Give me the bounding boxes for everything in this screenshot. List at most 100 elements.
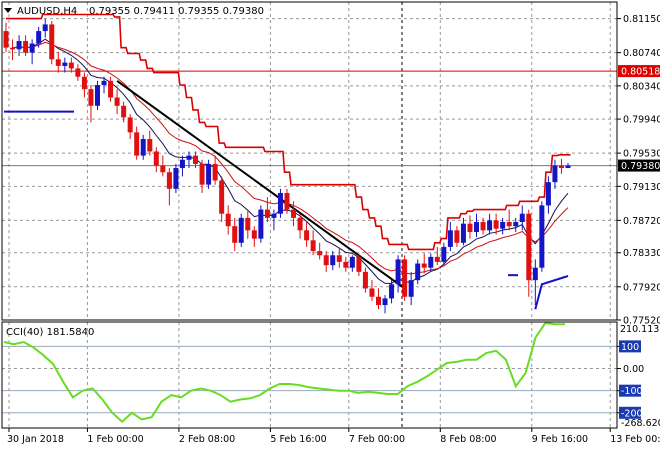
candle-body bbox=[480, 222, 486, 231]
candle-body bbox=[3, 31, 9, 48]
candle-body bbox=[362, 271, 368, 289]
candle-body bbox=[441, 246, 447, 262]
candle-body bbox=[434, 256, 440, 262]
candle-body bbox=[526, 213, 532, 281]
candle-body bbox=[121, 105, 127, 118]
price-tick-label: 0.77920 bbox=[623, 282, 660, 293]
moving-average-slow bbox=[12, 41, 569, 275]
candle-body bbox=[186, 155, 192, 160]
dropdown-triangle-icon[interactable] bbox=[4, 8, 12, 13]
cci-label: CCI(40) 181.5840 bbox=[6, 327, 94, 338]
candle-body bbox=[421, 263, 427, 268]
resistance-label: 0.80518 bbox=[621, 67, 660, 78]
candle-body bbox=[395, 259, 401, 285]
candle-body bbox=[506, 222, 512, 227]
candle-body bbox=[42, 24, 48, 32]
candle-body bbox=[500, 222, 506, 229]
indicator-pane-frame bbox=[1, 321, 618, 429]
cci-level-label: 0.00 bbox=[623, 364, 644, 375]
candle-body bbox=[245, 217, 251, 231]
cci-level-badge bbox=[619, 384, 641, 397]
candle-body bbox=[460, 223, 466, 243]
time-tick-label: 2 Feb 08:00 bbox=[179, 434, 235, 445]
candle-body bbox=[487, 220, 493, 231]
candle-body bbox=[532, 267, 538, 281]
cci-level-badge bbox=[619, 406, 641, 419]
candle-body bbox=[382, 298, 388, 306]
candle-body bbox=[206, 163, 212, 185]
candle-body bbox=[284, 192, 290, 210]
chart-overlays bbox=[2, 13, 617, 310]
candle-body bbox=[199, 163, 205, 185]
current-price-label: 0.79380 bbox=[621, 161, 660, 172]
candle-body bbox=[179, 159, 185, 169]
candle-body bbox=[166, 172, 172, 189]
candle-body bbox=[323, 255, 329, 266]
candle-body bbox=[94, 85, 100, 106]
candle-body bbox=[277, 192, 283, 214]
candle-body bbox=[343, 261, 349, 268]
candle-body bbox=[88, 89, 94, 106]
candle-body bbox=[127, 117, 133, 133]
candle-body bbox=[552, 165, 558, 183]
candle-body bbox=[16, 41, 22, 50]
candle-body bbox=[160, 165, 166, 173]
candle-body bbox=[402, 259, 408, 297]
candle-body bbox=[330, 255, 336, 266]
candle-body bbox=[447, 230, 453, 247]
candle-body bbox=[108, 80, 114, 98]
price-pane-frame bbox=[1, 1, 618, 321]
price-tick-label: 0.81150 bbox=[623, 14, 660, 25]
time-tick-label: 1 Feb 00:00 bbox=[87, 434, 143, 445]
symbol-label: AUDUSD,H4 bbox=[17, 6, 77, 17]
price-tick-label: 0.79530 bbox=[623, 149, 660, 160]
candle-body bbox=[375, 296, 381, 306]
candle-body bbox=[212, 163, 218, 181]
candle-body bbox=[545, 182, 551, 206]
candle-body bbox=[36, 31, 42, 44]
cci-top-value: 210.113 bbox=[620, 324, 659, 335]
candle-body bbox=[219, 180, 225, 214]
candle-body bbox=[23, 41, 29, 53]
resistance-badge bbox=[618, 65, 660, 78]
candle-body bbox=[264, 209, 270, 218]
cci-bottom-value: -268.6208 bbox=[621, 418, 660, 429]
candle-body bbox=[258, 209, 264, 239]
time-tick-label: 30 Jan 2018 bbox=[7, 434, 64, 445]
candle-body bbox=[310, 240, 316, 252]
chart-frames bbox=[1, 1, 618, 429]
candle-body bbox=[356, 256, 362, 272]
candle-body bbox=[49, 24, 55, 60]
cci-level-label: 100 bbox=[621, 342, 639, 353]
candle-body bbox=[369, 288, 375, 297]
candle-body bbox=[68, 62, 74, 69]
candle-body bbox=[75, 68, 81, 77]
candle-body bbox=[513, 222, 519, 227]
price-tick-label: 0.77520 bbox=[623, 316, 660, 327]
candle-body bbox=[140, 138, 146, 156]
cci-level-badge bbox=[619, 340, 641, 353]
price-tick-label: 0.80740 bbox=[623, 48, 660, 59]
candle-body bbox=[539, 205, 545, 268]
candle-body bbox=[238, 217, 244, 243]
candle-body bbox=[408, 280, 414, 297]
candle-body bbox=[415, 263, 421, 281]
candle-body bbox=[225, 213, 231, 227]
candle-body bbox=[10, 47, 16, 50]
candle-body bbox=[153, 151, 159, 166]
price-tick-label: 0.78330 bbox=[623, 248, 660, 259]
candle-body bbox=[81, 76, 87, 90]
time-tick-label: 8 Feb 08:00 bbox=[440, 434, 496, 445]
cci-line bbox=[3, 322, 565, 424]
price-axis: 0.81150 0.80740 0.80340 0.79940 0.79530 0.791… bbox=[617, 14, 660, 429]
time-axis: 30 Jan 2018 1 Feb 00:00 2 Feb 08:00 5 Feb 1… bbox=[7, 428, 660, 445]
ohlc-label: 0.79355 0.79411 0.79355 0.79380 bbox=[89, 6, 264, 17]
candle-body bbox=[336, 255, 342, 262]
candle-body bbox=[62, 62, 68, 66]
stop-channel-line bbox=[6, 13, 571, 251]
time-tick-label: 7 Feb 00:00 bbox=[349, 434, 405, 445]
time-tick-label: 9 Feb 16:00 bbox=[532, 434, 588, 445]
candle-body bbox=[291, 209, 297, 218]
